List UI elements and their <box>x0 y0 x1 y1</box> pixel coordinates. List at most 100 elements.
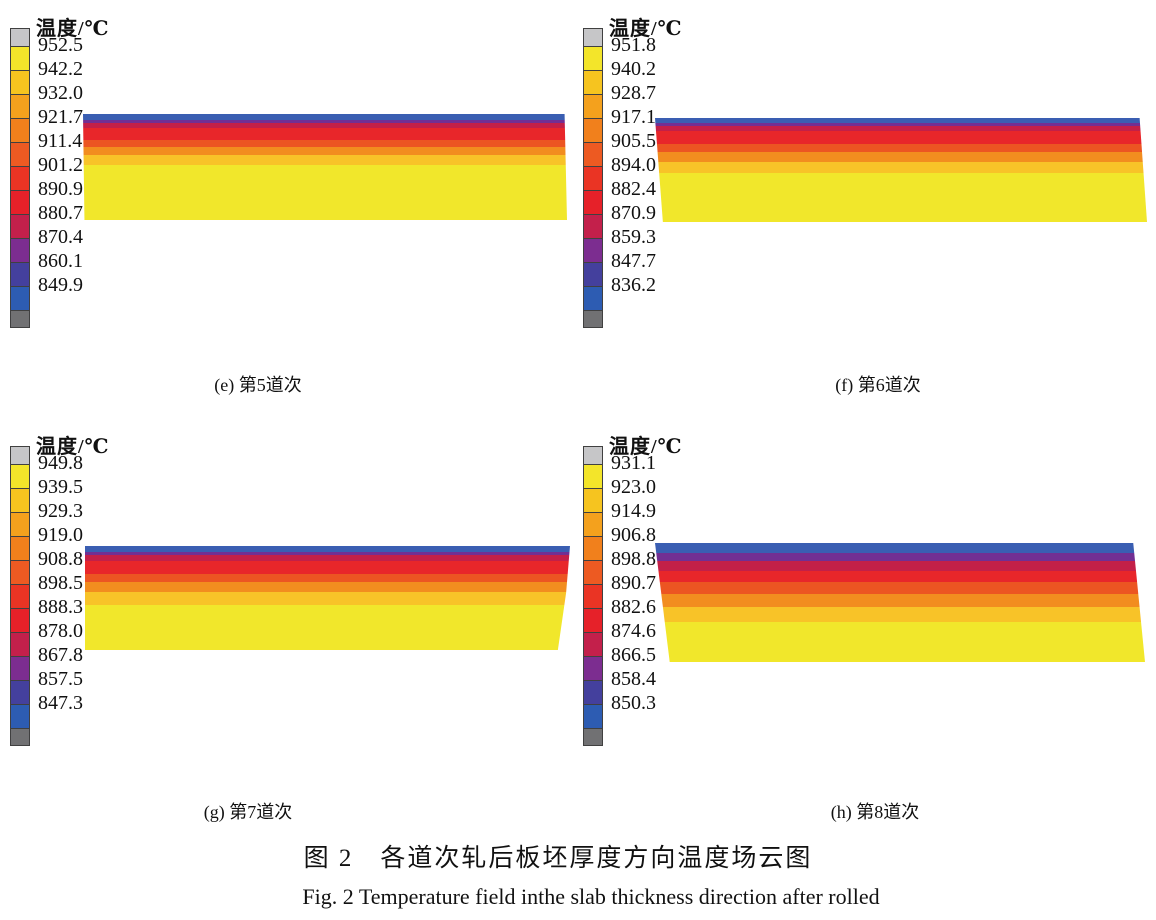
temperature-band <box>85 582 570 593</box>
legend-title: 温度/℃ <box>609 18 683 40</box>
colorbar-segment <box>11 262 29 286</box>
colorbar-segment <box>11 584 29 608</box>
colorbar-cap-min <box>584 310 602 327</box>
temperature-band <box>655 594 1145 608</box>
legend-value: 939.5 <box>38 476 83 498</box>
legend-value: 858.4 <box>611 668 656 690</box>
legend-value: 836.2 <box>611 274 656 296</box>
legend-value: 931.1 <box>611 452 656 474</box>
legend-value: 867.8 <box>38 644 83 666</box>
legend-value: 882.4 <box>611 178 656 200</box>
temperature-legend: 温度/℃ 949.8 939.5 929.3 919.0 908.8 898.5 888.3… <box>10 430 130 750</box>
temperature-band <box>655 144 1147 153</box>
temperature-band <box>83 139 567 147</box>
colorbar-segment <box>11 70 29 94</box>
panel-caption: (f) 第6道次 <box>835 375 921 395</box>
colorbar <box>10 446 30 746</box>
colorbar-segment <box>11 118 29 142</box>
colorbar-segment <box>584 190 602 214</box>
temperature-band <box>655 161 1147 174</box>
legend-labels: 951.8 940.2 928.7 917.1 905.5 894.0 882.4 870.9… <box>611 28 697 328</box>
temperature-band <box>655 552 1145 561</box>
legend-value: 906.8 <box>611 524 656 546</box>
colorbar-segment <box>11 536 29 560</box>
legend-value: 917.1 <box>611 106 656 128</box>
temperature-band <box>655 118 1147 124</box>
slab-contour <box>655 543 1145 662</box>
colorbar-segment <box>584 560 602 584</box>
legend-value: 898.8 <box>611 548 656 570</box>
colorbar-segment <box>584 118 602 142</box>
legend-value: 888.3 <box>38 596 83 618</box>
colorbar <box>583 446 603 746</box>
colorbar <box>10 28 30 328</box>
slab-contour <box>85 546 570 650</box>
temperature-band <box>655 560 1145 571</box>
temperature-band <box>655 622 1145 662</box>
legend-value: 859.3 <box>611 226 656 248</box>
legend-value: 898.5 <box>38 572 83 594</box>
temperature-band <box>85 555 570 562</box>
temperature-band <box>83 127 567 140</box>
temperature-band <box>655 173 1147 222</box>
figure-caption-en: Fig. 2 Temperature field inthe slab thic… <box>302 884 880 909</box>
colorbar-segment <box>11 704 29 728</box>
legend-value: 894.0 <box>611 154 656 176</box>
legend-value: 929.3 <box>38 500 83 522</box>
colorbar-segment <box>584 512 602 536</box>
legend-value: 880.7 <box>38 202 83 224</box>
legend-value: 850.3 <box>611 692 656 714</box>
colorbar-segment <box>584 286 602 310</box>
colorbar-cap-max <box>584 29 602 46</box>
legend-value: 874.6 <box>611 620 656 642</box>
temperature-band <box>83 155 567 166</box>
temperature-band <box>83 119 567 123</box>
temperature-band <box>85 546 570 552</box>
temperature-legend: 温度/℃ 952.5 942.2 932.0 921.7 911.4 901.2 890.9… <box>10 12 130 332</box>
colorbar-segment <box>584 46 602 70</box>
temperature-band <box>655 582 1145 595</box>
colorbar-segment <box>11 560 29 584</box>
legend-value: 882.6 <box>611 596 656 618</box>
legend-value: 905.5 <box>611 130 656 152</box>
legend-value: 908.8 <box>38 548 83 570</box>
legend-title: 温度/℃ <box>36 436 110 458</box>
colorbar-segment <box>584 536 602 560</box>
colorbar-segment <box>11 286 29 310</box>
colorbar-segment <box>11 632 29 656</box>
temperature-band <box>83 146 567 156</box>
legend-value: 847.3 <box>38 692 83 714</box>
legend-value: 932.0 <box>38 82 83 104</box>
legend-value: 940.2 <box>611 58 656 80</box>
legend-value: 952.5 <box>38 34 83 56</box>
colorbar-segment <box>584 608 602 632</box>
legend-value: 901.2 <box>38 154 83 176</box>
colorbar-segment <box>584 94 602 118</box>
colorbar-segment <box>584 632 602 656</box>
colorbar-segment <box>11 488 29 512</box>
temperature-band <box>655 607 1145 623</box>
temperature-band <box>655 152 1147 162</box>
colorbar-segment <box>11 680 29 704</box>
temperature-band <box>85 561 570 574</box>
legend-title: 温度/℃ <box>36 18 110 40</box>
colorbar-segment <box>584 70 602 94</box>
temperature-band <box>85 551 570 556</box>
colorbar-segment <box>584 704 602 728</box>
colorbar-segment <box>11 94 29 118</box>
legend-value: 890.9 <box>38 178 83 200</box>
legend-value: 860.1 <box>38 250 83 272</box>
temperature-band <box>655 543 1145 553</box>
temperature-band <box>83 123 567 128</box>
colorbar-segment <box>11 512 29 536</box>
legend-value: 878.0 <box>38 620 83 642</box>
temperature-legend: 温度/℃ 951.8 940.2 928.7 917.1 905.5 894.0 882.4… <box>583 12 703 332</box>
temperature-legend: 温度/℃ 931.1 923.0 914.9 906.8 898.8 890.7 882.6… <box>583 430 703 750</box>
colorbar-segment <box>11 46 29 70</box>
temperature-band <box>655 126 1147 132</box>
colorbar-segment <box>584 166 602 190</box>
temperature-band <box>85 604 570 650</box>
colorbar-segment <box>584 584 602 608</box>
legend-value: 942.2 <box>38 58 83 80</box>
panel-caption: (h) 第8道次 <box>830 802 920 822</box>
